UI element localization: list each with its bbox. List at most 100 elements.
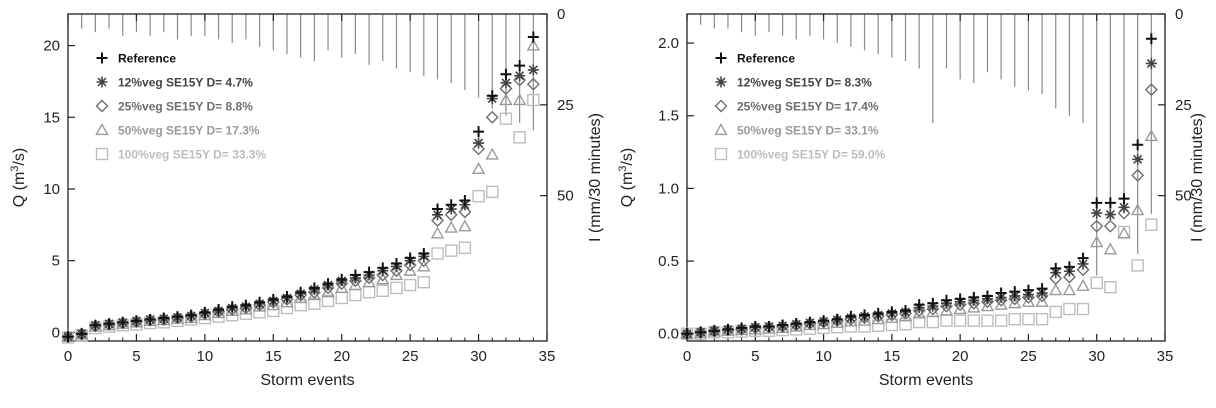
- data-point: [708, 325, 720, 337]
- y-axis: 0.0 0.5 1.0 1.5 2.0 Q (m3/s): [617, 35, 694, 343]
- data-point: [499, 112, 513, 125]
- y-tick-label: 1.5: [658, 108, 679, 125]
- data-point: [473, 137, 485, 149]
- data-point: [1103, 219, 1117, 233]
- data-point: [144, 313, 156, 325]
- legend-label: 100%veg SE15Y D= 59.0%: [737, 148, 886, 162]
- data-point: [777, 319, 789, 331]
- data-point: [1063, 302, 1076, 316]
- data-point: [1144, 83, 1158, 97]
- x-tick-label: 35: [539, 348, 556, 365]
- data-point: [1131, 259, 1144, 272]
- legend-marker: [95, 123, 109, 136]
- legend-marker: [714, 99, 728, 113]
- data-point: [762, 320, 776, 334]
- data-point: [513, 73, 527, 87]
- x-tick-label: 25: [402, 348, 419, 365]
- data-point: [512, 93, 527, 106]
- y2-axis-label: I (mm/30 minutes): [1189, 113, 1206, 242]
- x-tick-label: 0: [64, 348, 72, 365]
- legend-marker: [95, 99, 109, 113]
- data-point: [1145, 33, 1157, 45]
- data-point: [308, 282, 320, 294]
- data-point: [736, 322, 748, 334]
- data-point: [185, 309, 197, 321]
- data-point: [389, 264, 403, 278]
- data-point: [432, 209, 444, 221]
- y-tick-label: 5: [52, 253, 60, 270]
- data-point: [129, 315, 143, 329]
- y-axis-label: Q (m3/s): [617, 148, 636, 207]
- data-point: [117, 316, 129, 328]
- data-point: [1022, 313, 1035, 326]
- data-point: [486, 185, 499, 199]
- data-point: [335, 291, 348, 305]
- legend-label: 25%veg SE15Y D= 8.8%: [118, 100, 253, 114]
- y2-tick-label: 50: [1175, 188, 1192, 205]
- x-tick-label: 30: [470, 348, 487, 365]
- data-point: [926, 315, 940, 329]
- x-tick-label: 10: [815, 348, 832, 365]
- data-point: [1117, 226, 1131, 239]
- x-axis: 0 5 10 15 20 25 30 35 Storm events: [683, 14, 1174, 389]
- data-point: [681, 328, 693, 340]
- data-point: [1021, 294, 1036, 307]
- legend-marker: [714, 123, 728, 136]
- data-point: [335, 277, 349, 291]
- data-point: [336, 273, 348, 285]
- x-axis-label: Storm events: [879, 372, 973, 389]
- data-point: [968, 291, 980, 303]
- data-point: [1036, 283, 1048, 295]
- data-point: [994, 314, 1008, 327]
- data-point: [721, 323, 735, 337]
- data-point: [472, 189, 485, 203]
- data-point: [116, 316, 130, 330]
- data-point: [103, 318, 115, 330]
- data-point: [1008, 292, 1022, 306]
- data-point: [404, 252, 416, 264]
- x-tick-label: 30: [1088, 348, 1105, 365]
- data-point: [321, 294, 335, 308]
- y-axis: 0 5 10 15 20 Q (m3/s): [9, 38, 75, 341]
- legend-marker: [96, 76, 108, 88]
- data-point: [89, 319, 101, 331]
- data-point: [749, 320, 761, 332]
- legend-label: 100%veg SE15Y D= 33.3%: [118, 148, 267, 162]
- data-point: [1077, 258, 1089, 270]
- data-point: [1118, 193, 1130, 205]
- y2-axis: 0 25 50I (mm/30 minutes): [1158, 6, 1206, 242]
- data-point: [445, 244, 458, 257]
- data-point: [818, 315, 830, 327]
- x-tick-label: 35: [1157, 348, 1174, 365]
- data-point: [1118, 201, 1130, 213]
- data-point: [1091, 207, 1103, 219]
- data-point: [471, 161, 486, 174]
- data-point: [872, 307, 884, 319]
- data-point: [695, 326, 707, 338]
- data-point: [458, 205, 472, 219]
- data-point: [321, 281, 335, 295]
- x-axis: 0 5 10 15 20 25 30 35 Storm events: [64, 14, 556, 389]
- data-point: [62, 331, 74, 343]
- data-point: [1131, 168, 1145, 182]
- data-point: [1077, 252, 1089, 264]
- data-point: [389, 268, 404, 281]
- data-point: [1035, 289, 1049, 303]
- data-point: [994, 297, 1008, 310]
- y-tick-label: 10: [43, 181, 60, 198]
- data-point: [722, 323, 734, 335]
- data-point: [430, 226, 445, 239]
- data-point: [1145, 218, 1158, 231]
- data-point: [458, 241, 472, 254]
- x-tick-label: 5: [132, 348, 140, 365]
- data-point: [158, 312, 170, 324]
- data-point: [348, 274, 362, 288]
- data-point: [927, 297, 939, 309]
- data-point: [1090, 219, 1104, 233]
- data-point: [926, 302, 940, 316]
- data-point: [403, 263, 417, 276]
- data-point: [307, 285, 321, 299]
- y-tick-label: 20: [43, 38, 60, 55]
- x-axis-label: Storm events: [260, 372, 354, 389]
